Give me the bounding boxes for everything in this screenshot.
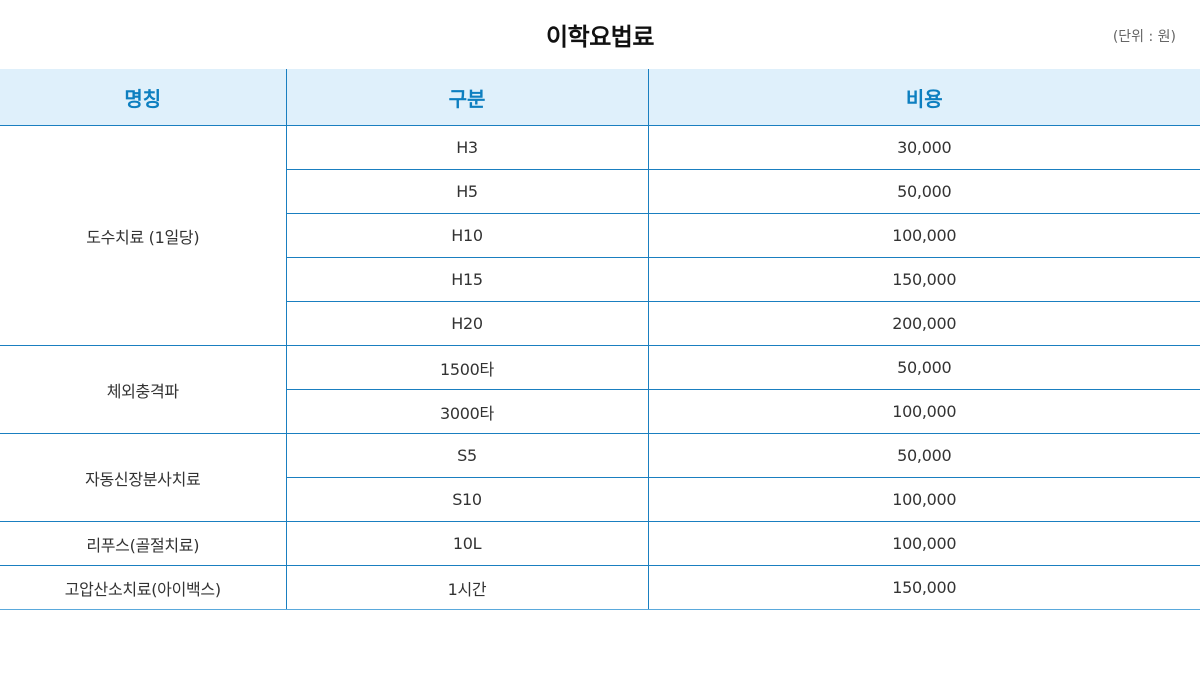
treatment-type: 3000타 (285, 389, 648, 434)
treatment-cost: 150,000 (647, 257, 1200, 302)
table-row: H20 200,000 (0, 301, 1200, 346)
treatment-type: H15 (285, 257, 648, 302)
treatment-name: 리푸스(골절치료) (0, 521, 286, 566)
fee-table: 명칭 구분 비용 도수치료 (1일당) H3 30,000 H5 50,000 … (0, 69, 1200, 610)
header-name: 명칭 (0, 69, 286, 126)
header-cost: 비용 (647, 69, 1200, 126)
treatment-cost: 50,000 (647, 169, 1200, 214)
table-row: 체외충격파 1500타 50,000 (0, 345, 1200, 434)
title-row: 이학요법료 (단위 : 원) (0, 0, 1200, 69)
table-row: H15 150,000 (0, 257, 1200, 302)
treatment-type: H3 (285, 125, 648, 170)
treatment-cost: 150,000 (647, 565, 1200, 610)
treatment-cost: 200,000 (647, 301, 1200, 346)
treatment-type: S5 (285, 433, 648, 478)
table-row: S10 100,000 (0, 477, 1200, 522)
table-row: H5 50,000 (0, 169, 1200, 214)
treatment-type: 1500타 (285, 345, 648, 390)
treatment-cost: 100,000 (647, 389, 1200, 434)
treatment-name: 자동신장분사치료 (0, 433, 286, 522)
table-row: 도수치료 (1일당) H3 30,000 (0, 125, 1200, 346)
treatment-cost: 50,000 (647, 433, 1200, 478)
treatment-cost: 50,000 (647, 345, 1200, 390)
treatment-name: 체외충격파 (0, 345, 286, 434)
table-row: 3000타 100,000 (0, 389, 1200, 434)
unit-note: (단위 : 원) (1112, 29, 1176, 45)
treatment-type: 1시간 (285, 565, 648, 610)
page-title: 이학요법료 (546, 23, 654, 51)
treatment-type: H5 (285, 169, 648, 214)
treatment-cost: 100,000 (647, 521, 1200, 566)
table-header-row: 명칭 구분 비용 (0, 69, 1200, 126)
header-type: 구분 (285, 69, 648, 126)
treatment-name: 도수치료 (1일당) (0, 125, 286, 346)
table-row: 리푸스(골절치료) 10L 100,000 (0, 521, 1200, 566)
table-row: H10 100,000 (0, 213, 1200, 258)
treatment-type: 10L (285, 521, 648, 566)
treatment-type: H20 (285, 301, 648, 346)
treatment-cost: 100,000 (647, 213, 1200, 258)
table-row: 자동신장분사치료 S5 50,000 (0, 433, 1200, 522)
treatment-cost: 30,000 (647, 125, 1200, 170)
treatment-type: H10 (285, 213, 648, 258)
treatment-type: S10 (285, 477, 648, 522)
treatment-cost: 100,000 (647, 477, 1200, 522)
table-row: 고압산소치료(아이백스) 1시간 150,000 (0, 565, 1200, 610)
treatment-name: 고압산소치료(아이백스) (0, 565, 286, 610)
